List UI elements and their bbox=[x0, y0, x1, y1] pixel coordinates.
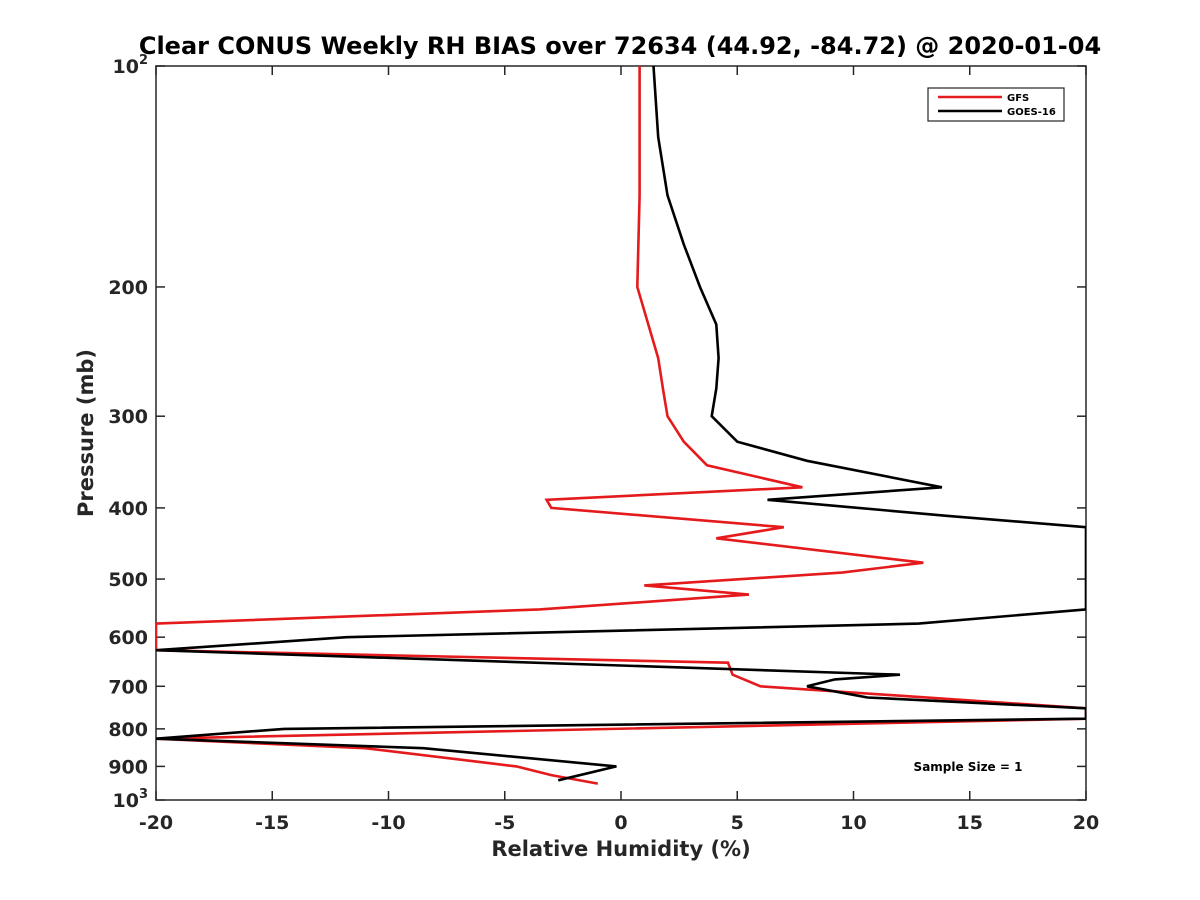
x-tick-label: -15 bbox=[255, 812, 289, 834]
x-tick-label: 15 bbox=[957, 812, 983, 834]
x-tick-label: -5 bbox=[494, 812, 515, 834]
y-tick-label: 500 bbox=[108, 569, 148, 591]
series-layer bbox=[156, 66, 1086, 785]
chart-title: Clear CONUS Weekly RH BIAS over 72634 (4… bbox=[139, 32, 1101, 60]
x-tick-label: 5 bbox=[731, 812, 744, 834]
x-tick-label: -20 bbox=[139, 812, 173, 834]
legend: GFS GOES-16 bbox=[927, 87, 1065, 122]
y-axis: 102 200 300 400 500 600 700 800 900 103 bbox=[108, 53, 1086, 812]
legend-label-gfs: GFS bbox=[1007, 93, 1029, 104]
y-tick-label: 102 bbox=[113, 53, 149, 78]
x-axis: -20 -15 -10 -5 0 5 10 15 20 bbox=[139, 66, 1099, 834]
y-tick-label: 900 bbox=[108, 756, 148, 778]
y-tick-label: 600 bbox=[108, 627, 148, 649]
x-tick-label: 10 bbox=[840, 812, 866, 834]
y-tick-label: 800 bbox=[108, 719, 148, 741]
x-tick-label: 20 bbox=[1073, 812, 1099, 834]
sample-size-annotation: Sample Size = 1 bbox=[914, 760, 1023, 774]
y-tick-label: 700 bbox=[108, 676, 148, 698]
x-tick-label: 0 bbox=[614, 812, 627, 834]
series-line-goes-16 bbox=[156, 66, 1086, 782]
y-tick-label: 103 bbox=[113, 787, 149, 812]
y-tick-label: 300 bbox=[108, 406, 148, 428]
legend-label-goes16: GOES-16 bbox=[1007, 107, 1056, 118]
y-tick-label: 400 bbox=[108, 498, 148, 520]
series-line-gfs bbox=[156, 66, 1086, 785]
y-tick-label: 200 bbox=[108, 277, 148, 299]
x-tick-label: -10 bbox=[371, 812, 405, 834]
plot-area-frame bbox=[155, 65, 1087, 801]
x-axis-label: Relative Humidity (%) bbox=[491, 837, 750, 861]
legend-box bbox=[927, 87, 1065, 122]
y-axis-label: Pressure (mb) bbox=[74, 349, 98, 517]
